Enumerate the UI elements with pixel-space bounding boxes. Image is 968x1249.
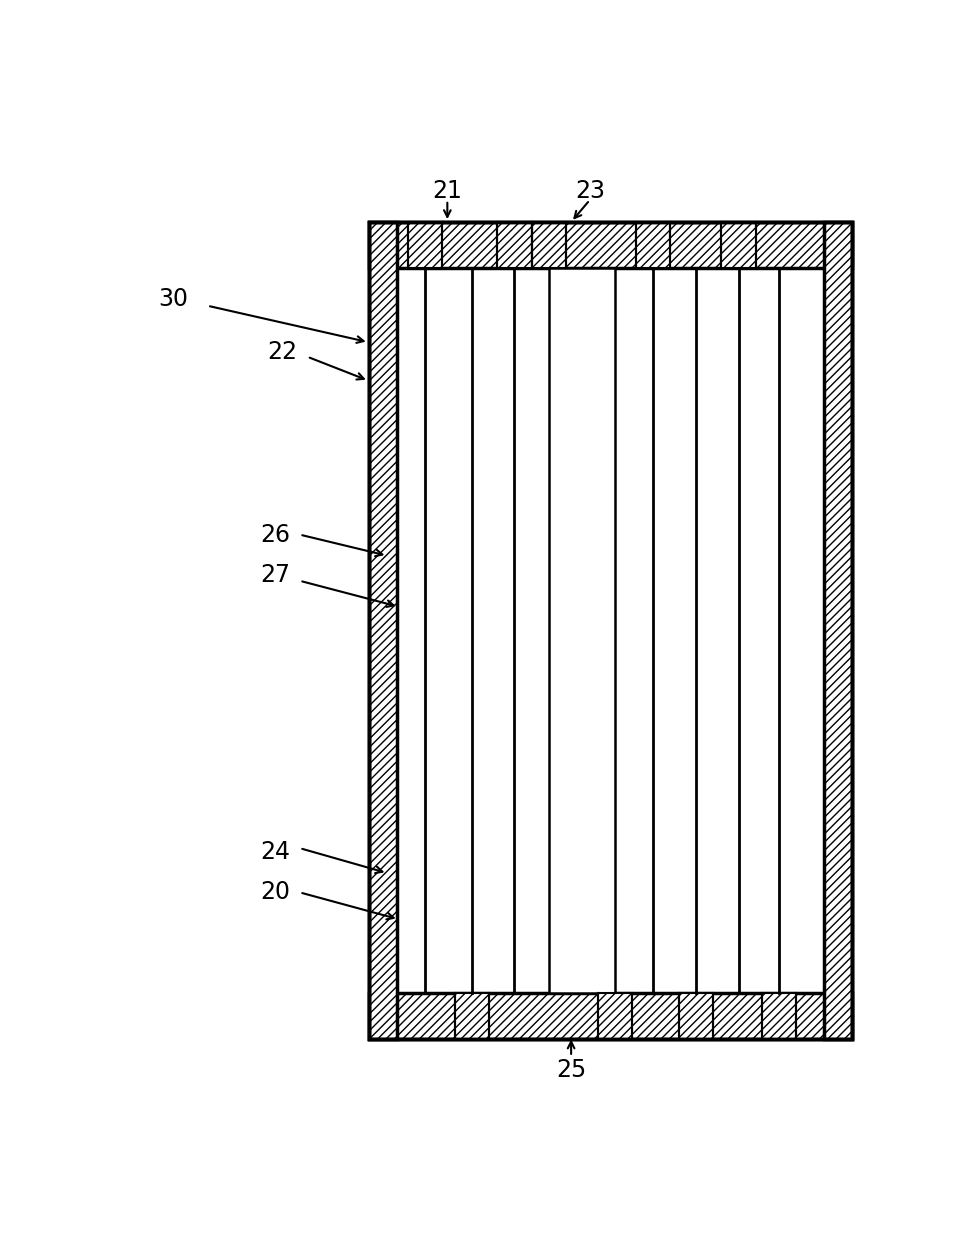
Text: 25: 25 [556, 1058, 587, 1082]
Bar [531, 222, 565, 269]
Bar [721, 222, 756, 269]
Bar [597, 993, 632, 1039]
Bar [408, 222, 442, 269]
Bar [455, 993, 489, 1039]
Text: 26: 26 [259, 522, 289, 547]
Bar [549, 269, 615, 993]
Bar [636, 222, 670, 269]
Text: 30: 30 [159, 287, 189, 311]
Bar [397, 269, 824, 993]
Bar [369, 222, 853, 1039]
Bar [549, 269, 615, 993]
Bar [498, 222, 531, 269]
Bar [762, 993, 797, 1039]
Text: 27: 27 [259, 563, 289, 587]
Bar [369, 993, 853, 1039]
Text: 22: 22 [267, 340, 297, 363]
Text: 21: 21 [433, 180, 463, 204]
Bar [369, 222, 853, 1039]
Bar [369, 222, 397, 1039]
Bar [679, 993, 713, 1039]
Text: 20: 20 [259, 881, 289, 904]
Bar [369, 222, 853, 269]
Text: 23: 23 [575, 180, 605, 204]
Text: 24: 24 [259, 839, 289, 864]
Bar [824, 222, 853, 1039]
